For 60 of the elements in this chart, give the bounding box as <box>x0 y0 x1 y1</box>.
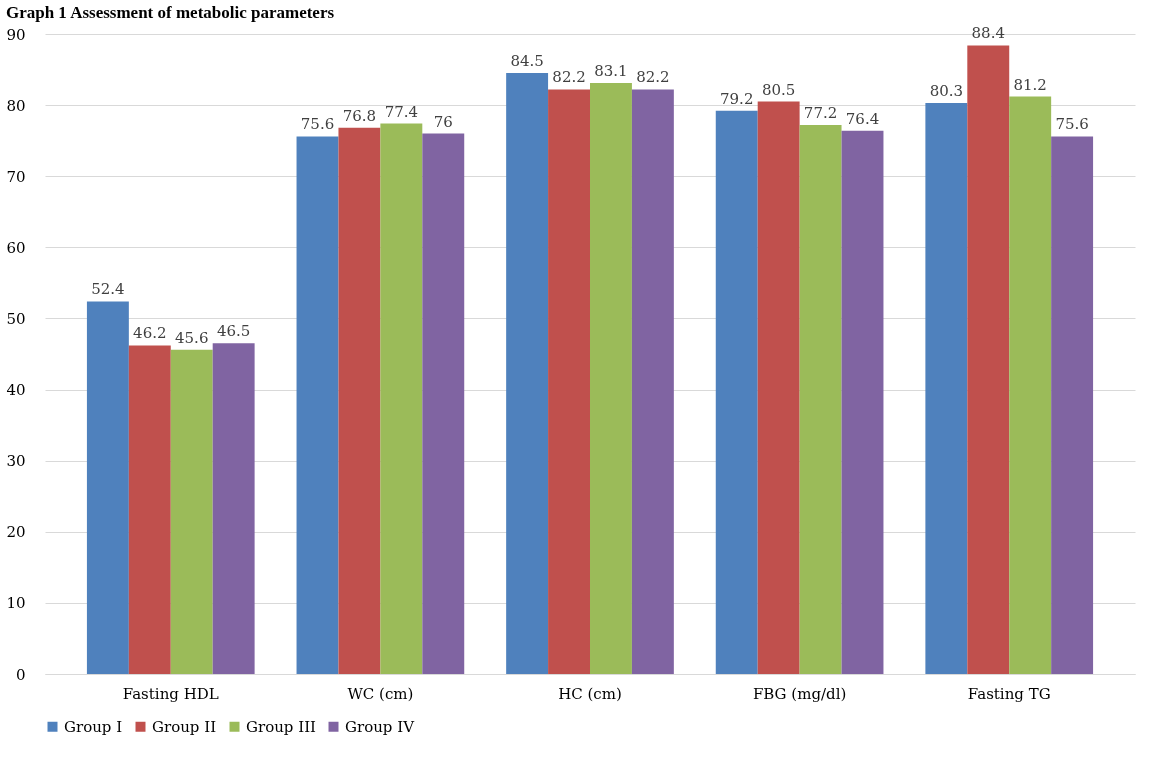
data-label: 45.6 <box>175 328 209 347</box>
data-label: 76.4 <box>845 109 880 128</box>
y-tick-label: 60 <box>6 238 26 257</box>
data-label: 77.2 <box>803 104 838 123</box>
bar <box>212 343 255 674</box>
data-label: 88.4 <box>971 24 1005 43</box>
y-tick-label: 10 <box>6 594 26 613</box>
y-tick-label: 70 <box>6 167 26 186</box>
x-tick-label: Fasting TG <box>967 684 1051 703</box>
legend-label: Group IV <box>345 717 416 736</box>
data-label: 83.1 <box>594 62 628 81</box>
bar <box>799 125 842 674</box>
legend-label: Group II <box>152 717 217 736</box>
y-tick-label: 50 <box>6 309 26 328</box>
bar <box>380 123 423 674</box>
bar <box>757 101 800 674</box>
bar <box>86 301 129 674</box>
bar <box>548 89 590 674</box>
data-label: 75.6 <box>1055 115 1089 134</box>
data-label: 76 <box>433 112 453 131</box>
y-tick-label: 80 <box>6 96 26 115</box>
data-label: 52.4 <box>91 280 125 299</box>
bar <box>967 45 1010 674</box>
bar <box>422 133 465 674</box>
legend-label: Group I <box>64 717 123 736</box>
bar <box>715 110 758 674</box>
bar <box>925 102 968 674</box>
bar <box>1009 96 1052 674</box>
bar <box>170 349 213 674</box>
data-label: 46.2 <box>133 324 167 343</box>
bar <box>128 345 171 674</box>
data-label: 77.4 <box>384 102 419 121</box>
data-label: 76.8 <box>342 106 377 125</box>
data-label: 82.2 <box>552 68 586 87</box>
bar <box>631 89 674 674</box>
y-tick-label: 0 <box>15 665 26 684</box>
data-label: 80.3 <box>929 81 964 100</box>
bar <box>338 127 381 674</box>
bar <box>841 130 884 674</box>
x-tick-label: WC (cm) <box>347 684 414 703</box>
y-tick-label: 90 <box>6 25 26 44</box>
legend-label: Group III <box>246 717 317 736</box>
bar <box>1051 136 1094 674</box>
data-label: 75.6 <box>300 115 335 134</box>
data-label: 80.5 <box>761 80 796 99</box>
y-tick-label: 20 <box>6 523 26 542</box>
data-label: 79.2 <box>720 89 754 108</box>
data-label: 46.5 <box>216 322 251 341</box>
data-label: 84.5 <box>510 52 544 71</box>
y-tick-label: 40 <box>6 381 26 400</box>
chart-title: Graph 1 Assessment of metabolic parameters <box>5 3 335 23</box>
data-label: 81.2 <box>1013 75 1047 94</box>
x-tick-label: Fasting HDL <box>122 684 219 703</box>
y-tick-label: 30 <box>6 452 26 471</box>
x-tick-label: FBG (mg/dl) <box>752 684 847 703</box>
x-tick-label: HC (cm) <box>558 684 622 703</box>
bar <box>296 136 339 674</box>
bar <box>506 73 549 674</box>
data-label: 82.2 <box>636 68 670 87</box>
bar <box>590 83 632 674</box>
